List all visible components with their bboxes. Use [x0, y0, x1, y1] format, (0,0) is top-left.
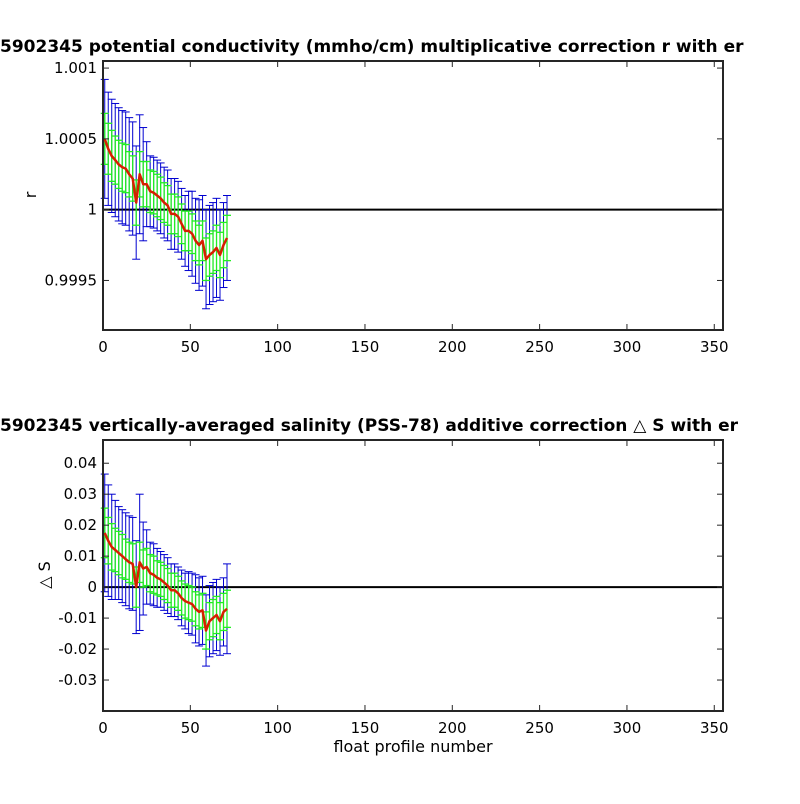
y-tick-label: 0 — [87, 578, 97, 596]
x-tick-label: 100 — [263, 719, 292, 737]
axes-box — [102, 60, 724, 331]
y-tick-label: -0.02 — [58, 640, 97, 658]
correction-line — [103, 138, 229, 261]
chart-title: 5902345 vertically-averaged salinity (PS… — [0, 416, 739, 436]
x-tick-label: 100 — [263, 338, 292, 356]
x-tick-label: 50 — [181, 338, 200, 356]
plot-area — [100, 473, 723, 667]
y-axis-label: r — [21, 191, 40, 198]
x-tick-label: 200 — [438, 338, 467, 356]
x-tick-label: 350 — [700, 719, 729, 737]
chart-title: 5902345 potential conductivity (mmho/cm)… — [0, 37, 744, 57]
conductivity-correction-panel: 5902345 potential conductivity (mmho/cm)… — [0, 37, 744, 356]
x-tick-label: 300 — [613, 719, 642, 737]
y-tick-label: 1.001 — [54, 59, 97, 77]
axes-box — [102, 439, 724, 712]
error-bar-inner — [223, 214, 231, 262]
x-tick-label: 250 — [525, 338, 554, 356]
x-tick-label: 250 — [525, 719, 554, 737]
error-bar-inner — [223, 589, 231, 629]
salinity-correction-panel: 5902345 vertically-averaged salinity (PS… — [0, 416, 739, 756]
x-tick-label: 200 — [438, 719, 467, 737]
y-tick-label: 0.02 — [64, 516, 97, 534]
y-tick-label: -0.01 — [58, 609, 97, 627]
x-tick-label: 300 — [613, 338, 642, 356]
x-tick-label: 0 — [98, 719, 108, 737]
y-tick-label: 1 — [87, 201, 97, 219]
x-tick-label: 50 — [181, 719, 200, 737]
x-tick-label: 350 — [700, 338, 729, 356]
x-tick-label: 0 — [98, 338, 108, 356]
plot-area — [100, 78, 723, 310]
y-axis-label: △ S — [35, 561, 54, 589]
y-tick-label: 0.9995 — [45, 271, 98, 289]
x-tick-label: 150 — [351, 338, 380, 356]
y-tick-label: 1.0005 — [45, 130, 98, 148]
y-tick-label: -0.03 — [58, 671, 97, 689]
x-tick-label: 150 — [351, 719, 380, 737]
y-tick-label: 0.01 — [64, 547, 97, 565]
x-axis-label: float profile number — [333, 737, 493, 756]
y-tick-label: 0.03 — [64, 485, 97, 503]
y-tick-label: 0.04 — [64, 454, 97, 472]
correction-line — [103, 532, 228, 632]
